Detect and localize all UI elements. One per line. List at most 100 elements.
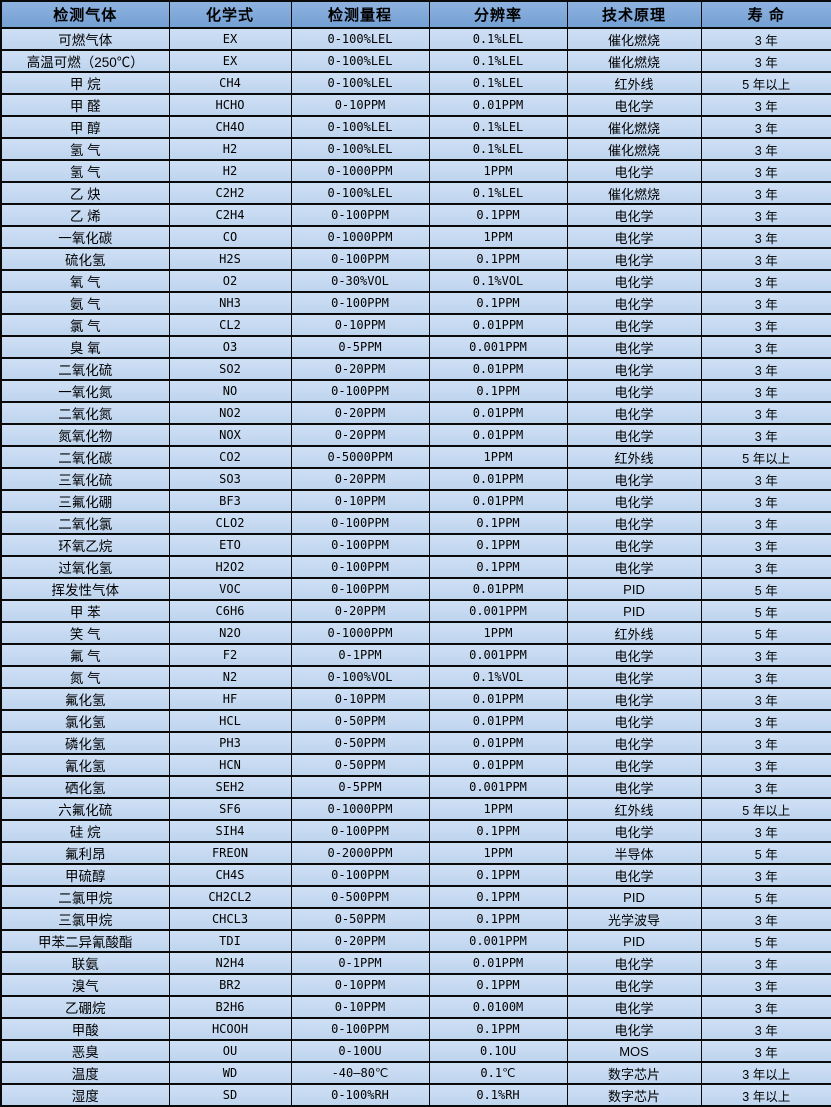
cell-gas: 三氟化硼 [0,489,170,513]
cell-gas: 温度 [0,1061,170,1085]
cell-life: 3 年 [700,819,831,843]
cell-formula: HCHO [168,93,292,117]
cell-range: 0-100PPM [290,291,430,315]
cell-principle: 半导体 [566,841,702,865]
table-row: 氟利昂 FREON 0-2000PPM 1PPM 半导体 5 年 [0,841,831,865]
cell-life: 3 年 [700,159,831,183]
cell-life: 3 年 [700,49,831,73]
cell-principle: 电化学 [566,93,702,117]
table-row: 甲 苯 C6H6 0-20PPM 0.001PPM PID 5 年 [0,599,831,623]
cell-resolution: 0.01PPM [428,731,568,755]
cell-formula: CL2 [168,313,292,337]
cell-gas: 氟化氢 [0,687,170,711]
cell-range: 0-100PPM [290,511,430,535]
cell-gas: 三氯甲烷 [0,907,170,931]
cell-life: 3 年 [700,335,831,359]
cell-gas: 二氧化硫 [0,357,170,381]
cell-life: 3 年 [700,423,831,447]
cell-range: 0-5PPM [290,335,430,359]
cell-life: 3 年 [700,181,831,205]
table-row: 磷化氢 PH3 0-50PPM 0.01PPM 电化学 3 年 [0,731,831,755]
cell-formula: HCN [168,753,292,777]
cell-principle: 电化学 [566,665,702,689]
cell-life: 3 年 [700,93,831,117]
table-row: 可燃气体 EX 0-100%LEL 0.1%LEL 催化燃烧 3 年 [0,27,831,51]
table-row: 氮 气 N2 0-100%VOL 0.1%VOL 电化学 3 年 [0,665,831,689]
table-row: 氢 气 H2 0-1000PPM 1PPM 电化学 3 年 [0,159,831,183]
cell-resolution: 0.01PPM [428,489,568,513]
cell-formula: NO [168,379,292,403]
cell-range: 0-100%VOL [290,665,430,689]
cell-range: 0-20PPM [290,929,430,953]
table-row: 甲 醇 CH4O 0-100%LEL 0.1%LEL 催化燃烧 3 年 [0,115,831,139]
table-row: 氯 气 CL2 0-10PPM 0.01PPM 电化学 3 年 [0,313,831,337]
table-row: 二氧化氮 NO2 0-20PPM 0.01PPM 电化学 3 年 [0,401,831,425]
table-row: 二氯甲烷 CH2CL2 0-500PPM 0.1PPM PID 5 年 [0,885,831,909]
cell-formula: CH2CL2 [168,885,292,909]
cell-range: 0-100%RH [290,1083,430,1107]
table-row: 溴气 BR2 0-10PPM 0.1PPM 电化学 3 年 [0,973,831,997]
table-row: 一氧化氮 NO 0-100PPM 0.1PPM 电化学 3 年 [0,379,831,403]
table-body: 可燃气体 EX 0-100%LEL 0.1%LEL 催化燃烧 3 年高温可燃（250℃） E… [0,27,831,1107]
cell-principle: 红外线 [566,445,702,469]
cell-principle: 电化学 [566,973,702,997]
cell-principle: 电化学 [566,709,702,733]
cell-principle: 电化学 [566,467,702,491]
cell-gas: 甲 醇 [0,115,170,139]
cell-resolution: 0.1%LEL [428,71,568,95]
cell-resolution: 1PPM [428,797,568,821]
cell-life: 3 年 [700,203,831,227]
cell-gas: 溴气 [0,973,170,997]
cell-gas: 氯化氢 [0,709,170,733]
cell-formula: CH4S [168,863,292,887]
cell-range: 0-20PPM [290,599,430,623]
cell-formula: H2O2 [168,555,292,579]
cell-range: 0-1PPM [290,951,430,975]
cell-principle: 电化学 [566,753,702,777]
cell-range: 0-10OU [290,1039,430,1063]
cell-resolution: 1PPM [428,621,568,645]
cell-principle: 电化学 [566,951,702,975]
cell-range: 0-1000PPM [290,621,430,645]
cell-range: 0-50PPM [290,753,430,777]
cell-gas: 硅 烷 [0,819,170,843]
cell-formula: WD [168,1061,292,1085]
cell-principle: 红外线 [566,797,702,821]
cell-life: 3 年 [700,555,831,579]
cell-gas: 联氨 [0,951,170,975]
cell-resolution: 0.01PPM [428,357,568,381]
cell-formula: C2H4 [168,203,292,227]
cell-formula: BF3 [168,489,292,513]
table-row: 氯化氢 HCL 0-50PPM 0.01PPM 电化学 3 年 [0,709,831,733]
cell-life: 3 年 [700,291,831,315]
cell-life: 3 年 [700,137,831,161]
table-row: 氟 气 F2 0-1PPM 0.001PPM 电化学 3 年 [0,643,831,667]
cell-principle: 电化学 [566,489,702,513]
cell-formula: OU [168,1039,292,1063]
table-row: 高温可燃（250℃） EX 0-100%LEL 0.1%LEL 催化燃烧 3 年 [0,49,831,73]
cell-gas: 硒化氢 [0,775,170,799]
cell-resolution: 0.1PPM [428,1017,568,1041]
cell-principle: 催化燃烧 [566,27,702,51]
cell-range: 0-50PPM [290,709,430,733]
table-row: 氰化氢 HCN 0-50PPM 0.01PPM 电化学 3 年 [0,753,831,777]
cell-gas: 硫化氢 [0,247,170,271]
cell-range: 0-1000PPM [290,159,430,183]
cell-life: 3 年 [700,115,831,139]
cell-range: 0-20PPM [290,423,430,447]
cell-life: 3 年 [700,511,831,535]
table-row: 甲苯二异氰酸酯 TDI 0-20PPM 0.001PPM PID 5 年 [0,929,831,953]
table-row: 臭 氧 O3 0-5PPM 0.001PPM 电化学 3 年 [0,335,831,359]
cell-formula: CH4 [168,71,292,95]
cell-principle: 电化学 [566,379,702,403]
cell-principle: PID [566,577,702,601]
cell-formula: NOX [168,423,292,447]
cell-gas: 湿度 [0,1083,170,1107]
cell-formula: H2 [168,159,292,183]
cell-principle: 电化学 [566,511,702,535]
cell-range: 0-1000PPM [290,797,430,821]
cell-formula: EX [168,27,292,51]
cell-life: 3 年 [700,1017,831,1041]
cell-life: 3 年以上 [700,1061,831,1085]
column-header-gas: 检测气体 [0,0,170,29]
